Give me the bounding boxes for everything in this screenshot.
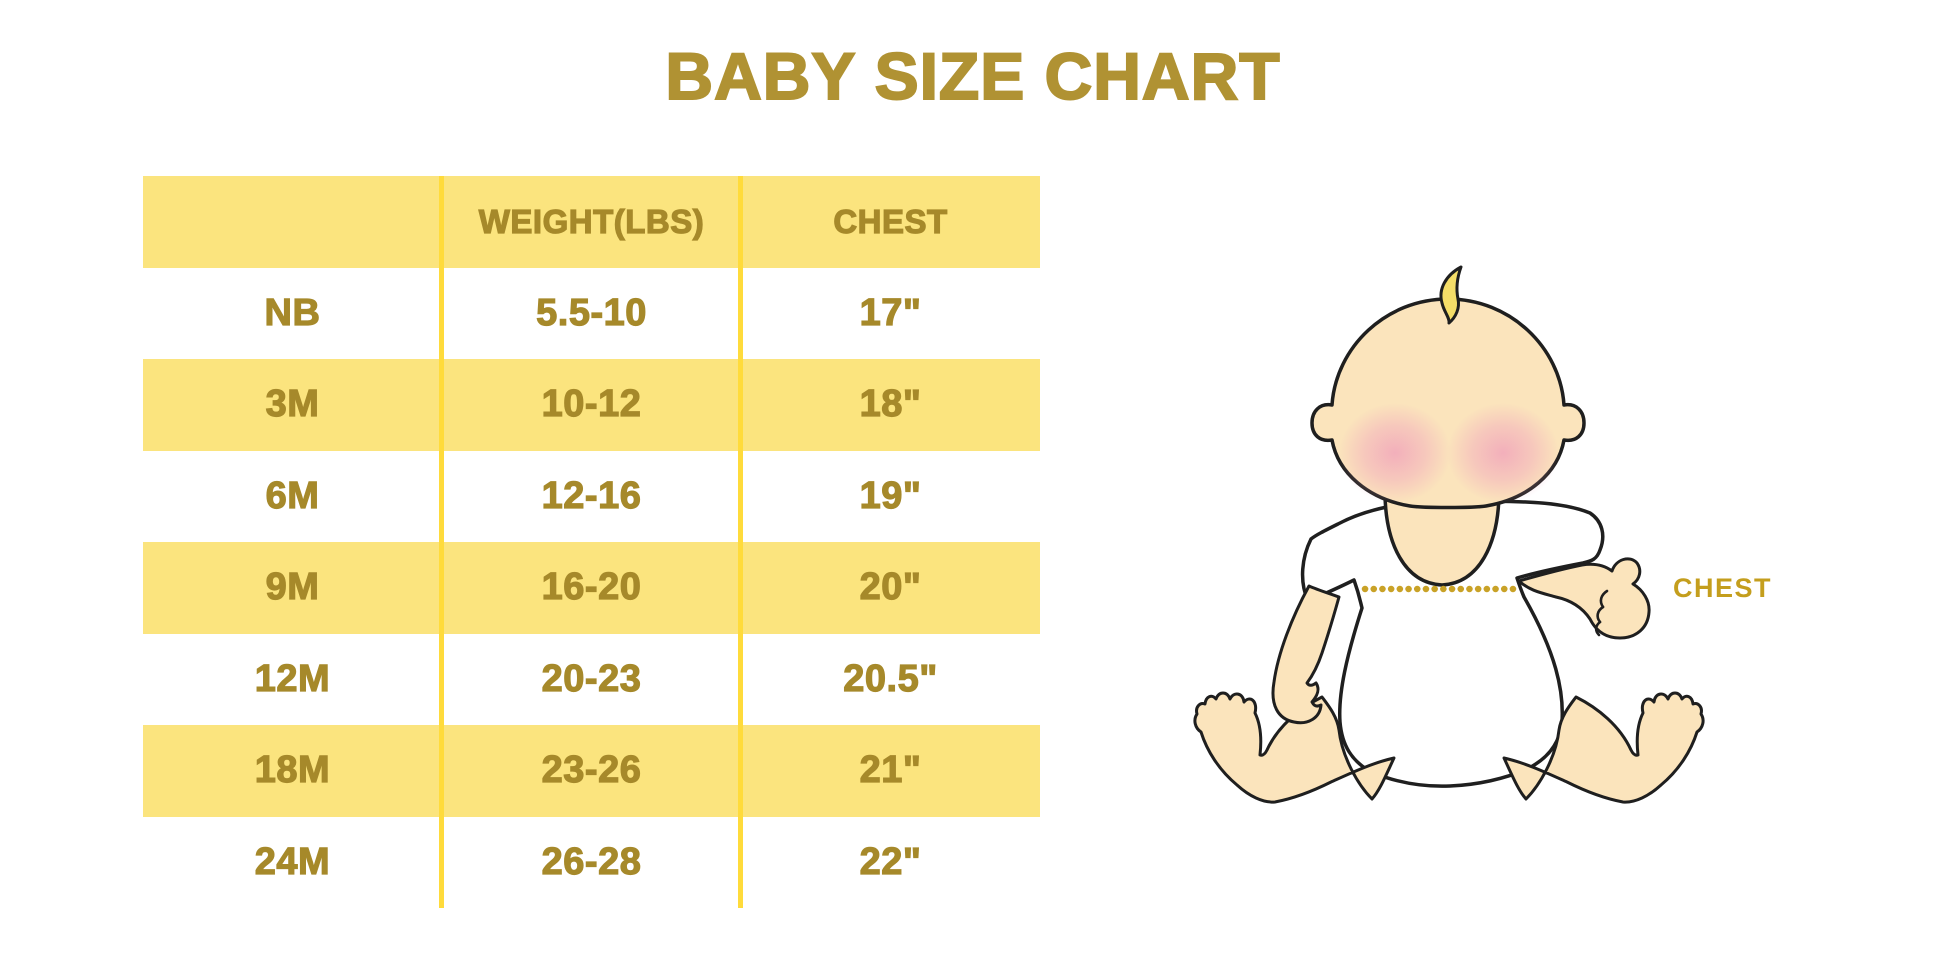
baby-right-arm-fist	[1517, 557, 1651, 640]
baby-left-arm	[1271, 584, 1341, 725]
baby-fist-finger-lines	[1594, 589, 1609, 637]
baby-illustration: CHEST	[1170, 245, 1830, 815]
table-cell-weight: 26-28	[442, 816, 741, 908]
table-cell-weight: 10-12	[442, 359, 741, 451]
table-cell-chest: 17"	[741, 267, 1040, 359]
table-header-size	[143, 176, 442, 268]
table-cell-size: NB	[143, 267, 442, 359]
table-cell-weight: 16-20	[442, 542, 741, 634]
chest-label: CHEST	[1673, 573, 1772, 603]
baby-illustration-svg: CHEST	[1193, 265, 1772, 804]
table-cell-weight: 5.5-10	[442, 267, 741, 359]
page-title: BABY SIZE CHART	[664, 38, 1281, 114]
column-separator	[439, 176, 444, 908]
column-separator	[738, 176, 743, 908]
table-cell-chest: 22"	[741, 816, 1040, 908]
table-cell-size: 24M	[143, 816, 442, 908]
table-cell-chest: 18"	[741, 359, 1040, 451]
table-header-weight: WEIGHT(LBS)	[442, 176, 741, 268]
table-cell-size: 3M	[143, 359, 442, 451]
baby-size-table: WEIGHT(LBS) CHEST NB 5.5-10 17" 3M 10-12…	[143, 176, 1040, 908]
baby-blush-left	[1339, 403, 1451, 503]
table-header-chest: CHEST	[741, 176, 1040, 268]
table-cell-chest: 20.5"	[741, 633, 1040, 725]
table-cell-chest: 19"	[741, 450, 1040, 542]
table-cell-chest: 21"	[741, 725, 1040, 817]
table-cell-weight: 23-26	[442, 725, 741, 817]
table-cell-weight: 12-16	[442, 450, 741, 542]
table-cell-size: 18M	[143, 725, 442, 817]
baby-onesie	[1300, 499, 1605, 788]
table-cell-size: 12M	[143, 633, 442, 725]
table-cell-size: 6M	[143, 450, 442, 542]
table-cell-weight: 20-23	[442, 633, 741, 725]
table-cell-chest: 20"	[741, 542, 1040, 634]
baby-blush-right	[1447, 403, 1559, 503]
table-cell-size: 9M	[143, 542, 442, 634]
baby-hair-curl	[1439, 265, 1463, 325]
